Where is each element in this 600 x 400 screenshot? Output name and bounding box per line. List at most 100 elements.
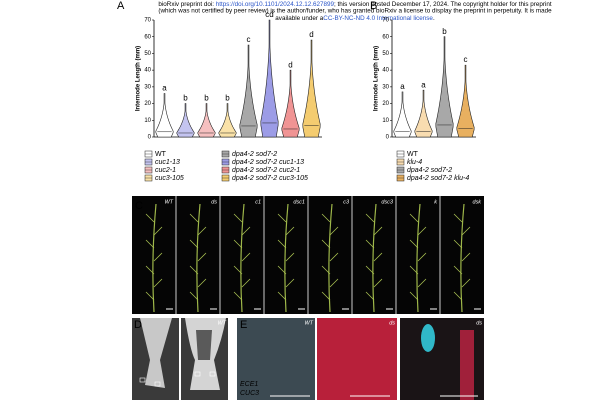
- branch: [373, 226, 383, 236]
- header-line: (which was not certified by peer review)…: [158, 8, 552, 15]
- branch: [453, 265, 463, 275]
- branch: [461, 278, 471, 288]
- header-link[interactable]: https://doi.org/10.1101/2024.12.12.62789…: [216, 1, 335, 8]
- stem: [328, 203, 333, 313]
- branch: [417, 278, 427, 288]
- photo-label: WT: [164, 199, 173, 205]
- branch: [145, 239, 155, 249]
- violin: [435, 36, 454, 138]
- channel-label: ECE1: [240, 381, 258, 388]
- branch: [453, 239, 463, 249]
- y-tick-label: 70: [144, 18, 151, 24]
- branch: [329, 278, 339, 288]
- branch: [321, 239, 331, 249]
- branch: [277, 291, 287, 301]
- significance-letter: b: [204, 94, 209, 103]
- branch: [417, 252, 427, 262]
- violin: [197, 103, 216, 138]
- y-tick-label: 60: [144, 34, 151, 40]
- branch: [145, 265, 155, 275]
- significance-letter: b: [442, 27, 447, 36]
- branch: [329, 252, 339, 262]
- y-tick-label: 30: [144, 84, 151, 90]
- y-axis-label: Internode Length (mm): [136, 46, 142, 111]
- branch: [189, 265, 199, 275]
- y-tick-label: 20: [144, 101, 151, 107]
- branch: [241, 226, 251, 236]
- sem-shape: [140, 318, 172, 388]
- legend-label: dpa4-2 sod7-2 cuc2-1: [232, 167, 300, 174]
- branch: [189, 291, 199, 301]
- branch: [409, 239, 419, 249]
- header-text: bioRxiv preprint doi:: [158, 1, 215, 8]
- violin: [260, 19, 279, 138]
- stem: [196, 203, 201, 313]
- significance-letter: c: [247, 35, 251, 44]
- photo-label: dsk: [472, 199, 481, 205]
- branch: [145, 291, 155, 301]
- violin: [414, 89, 433, 138]
- branch: [453, 291, 463, 301]
- sem-arrow: [194, 371, 201, 377]
- branch: [241, 278, 251, 288]
- photo-label: ds: [389, 320, 395, 326]
- branch: [329, 226, 339, 236]
- branch: [233, 239, 243, 249]
- branch: [277, 265, 287, 275]
- sem-arrow: [209, 371, 216, 377]
- branch: [285, 278, 295, 288]
- stem: [416, 203, 421, 313]
- confocal-signal: [421, 324, 435, 352]
- significance-letter: cd: [265, 10, 273, 19]
- panel-label: A: [117, 0, 125, 12]
- significance-letter: d: [288, 60, 292, 69]
- significance-letter: c: [464, 55, 468, 64]
- branch: [365, 291, 375, 301]
- branch: [277, 213, 287, 223]
- violin: [218, 103, 237, 138]
- branch: [461, 252, 471, 262]
- y-tick-label: 70: [382, 18, 389, 24]
- panel-label: C: [135, 200, 143, 212]
- y-tick-label: 30: [382, 84, 389, 90]
- significance-letter: d: [309, 30, 313, 39]
- y-tick-label: 20: [382, 101, 389, 107]
- branch: [233, 265, 243, 275]
- branch: [153, 278, 163, 288]
- branch: [145, 213, 155, 223]
- y-tick-label: 10: [382, 118, 389, 124]
- branch: [285, 252, 295, 262]
- violin: [176, 103, 195, 138]
- stem: [284, 203, 289, 313]
- branch: [277, 239, 287, 249]
- header-line: available under aCC-BY-NC-ND 4.0 Interna…: [275, 15, 435, 22]
- confocal-image: [237, 318, 315, 400]
- y-tick-label: 40: [382, 68, 389, 74]
- branch: [233, 291, 243, 301]
- significance-letter: a: [421, 80, 426, 89]
- stem: [240, 203, 245, 313]
- legend-label: dpa4-2 sod7-2: [232, 151, 277, 158]
- sem-shape: [196, 330, 212, 360]
- branch: [197, 252, 207, 262]
- branch: [453, 213, 463, 223]
- legend-label: WT: [407, 151, 419, 158]
- branch: [365, 265, 375, 275]
- legend-label: dpa4-2 sod7-2 cuc1-13: [232, 159, 304, 166]
- branch: [321, 265, 331, 275]
- branch: [409, 291, 419, 301]
- legend-label: dpa4-2 sod7-2 cuc3-105: [232, 175, 308, 182]
- stem: [460, 203, 465, 313]
- branch: [189, 213, 199, 223]
- branch: [409, 213, 419, 223]
- y-tick-label: 0: [148, 135, 152, 141]
- legend-label: klu-4: [407, 159, 422, 166]
- header-text: available under a: [275, 15, 323, 22]
- header-link[interactable]: CC-BY-NC-ND 4.0 International license: [323, 15, 433, 22]
- panel-label: E: [240, 319, 247, 331]
- violin: [155, 93, 174, 138]
- photo-label: dsc1: [293, 199, 305, 205]
- y-tick-label: 10: [144, 118, 151, 124]
- y-tick-label: 0: [386, 135, 390, 141]
- violin: [239, 44, 258, 138]
